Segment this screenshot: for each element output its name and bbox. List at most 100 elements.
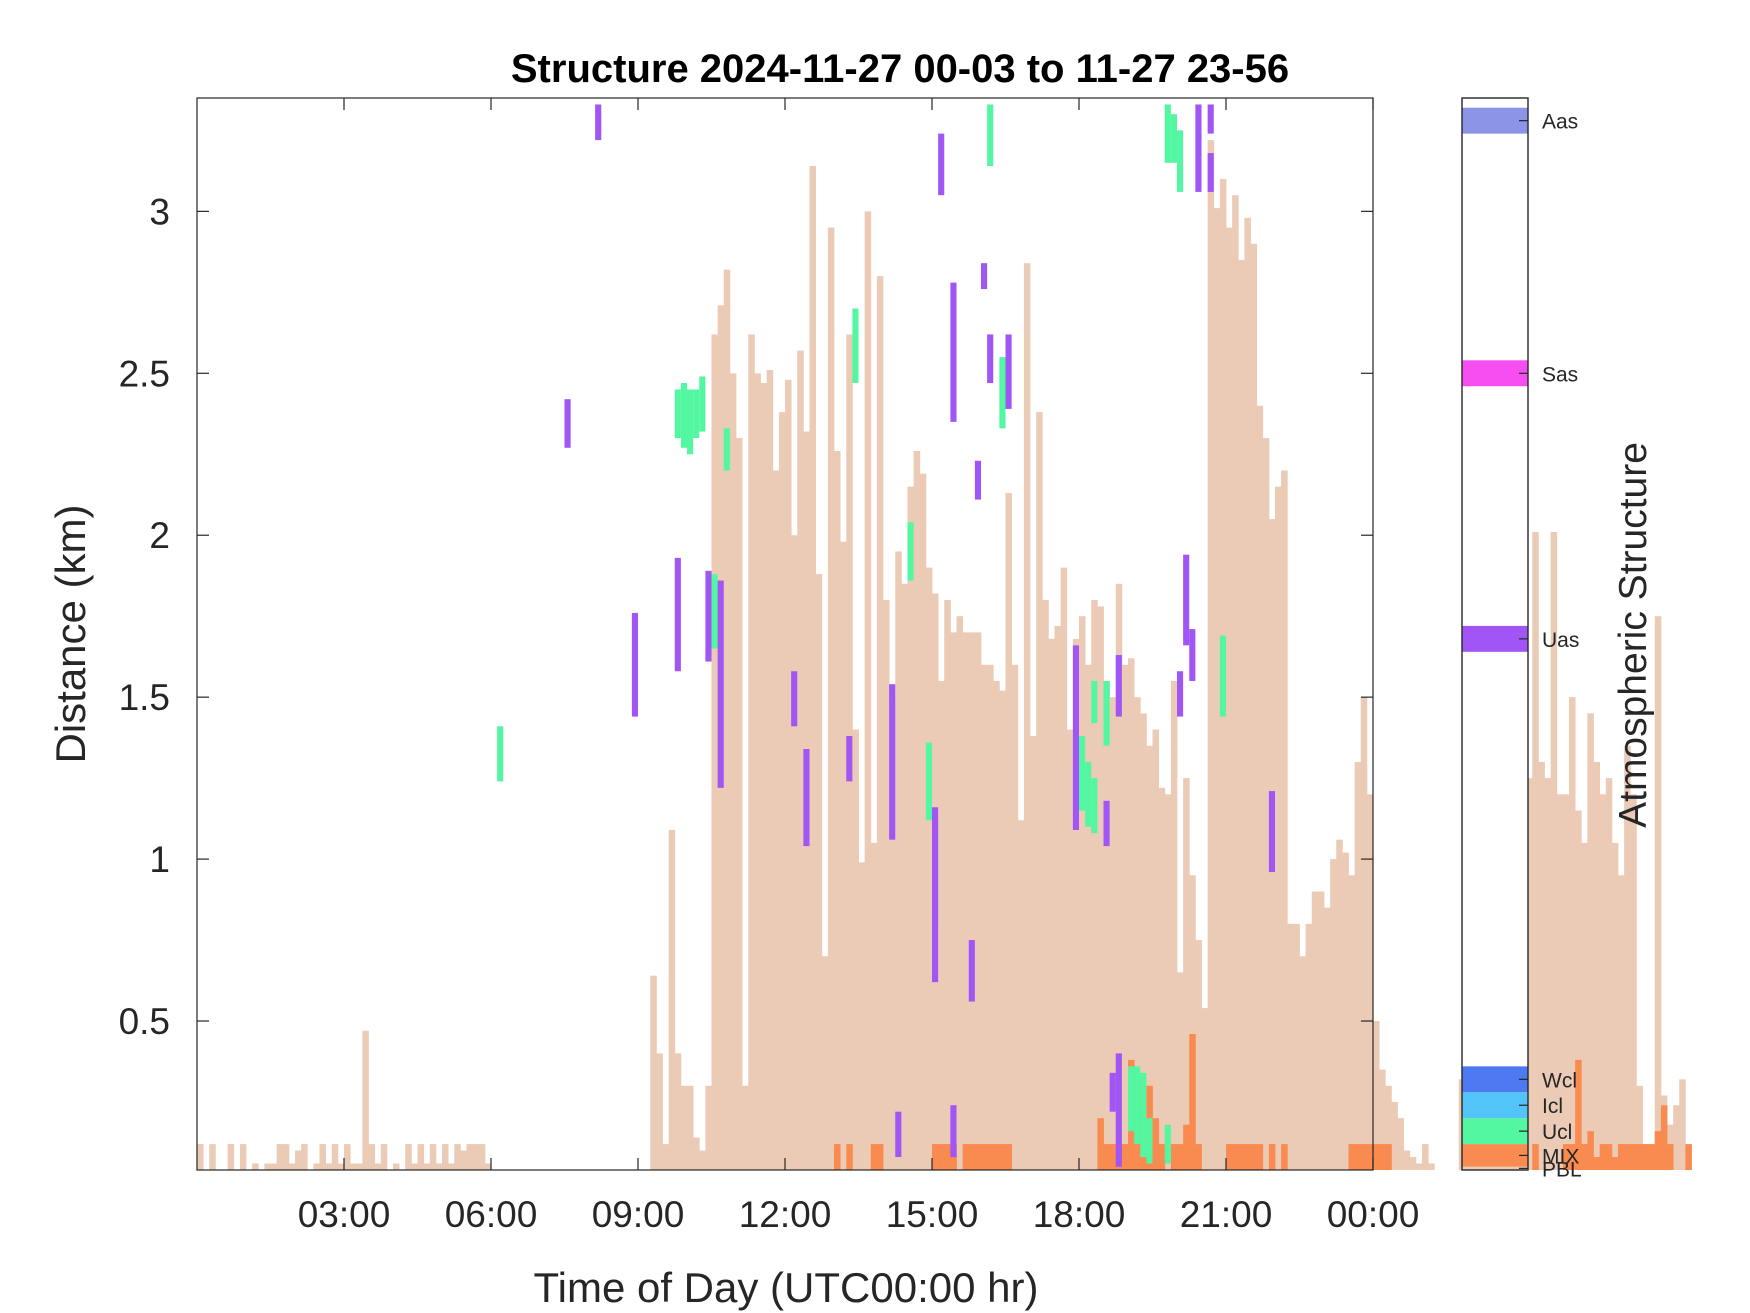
pbl-bar <box>772 470 780 1170</box>
pbl-bar <box>778 412 786 1170</box>
pbl-bar <box>1244 217 1251 1170</box>
pbl-bar <box>736 438 743 1170</box>
pbl-bar <box>1036 412 1043 1170</box>
pbl-bar <box>350 1163 357 1170</box>
uas-segment <box>889 684 896 840</box>
uas-segment <box>987 334 994 383</box>
pbl-bar <box>1618 875 1625 1170</box>
pbl-bar <box>760 383 768 1170</box>
pbl-bar <box>1109 697 1117 1170</box>
ucl-segment <box>693 389 700 439</box>
x-tick-label: 21:00 <box>1180 1194 1273 1235</box>
pbl-bar <box>356 1163 363 1170</box>
pbl-bar <box>1183 778 1190 1170</box>
uas-segment <box>1195 104 1202 192</box>
pbl-bar <box>944 599 951 1170</box>
pbl-bar <box>1299 956 1307 1170</box>
pbl-bar <box>1403 1150 1411 1170</box>
pbl-bar <box>1048 638 1055 1170</box>
pbl-bar <box>1379 1069 1386 1170</box>
pbl-bar <box>674 1053 682 1170</box>
mix-bar <box>1654 1131 1662 1170</box>
mix-bar <box>968 1144 976 1170</box>
pbl-bar <box>711 334 719 1170</box>
ucl-segment <box>1079 736 1086 811</box>
pbl-bar <box>411 1163 418 1170</box>
mix-bar <box>1667 1144 1674 1170</box>
colorbar-tick-label: Icl <box>1542 1095 1563 1118</box>
pbl-bar <box>423 1163 431 1170</box>
pbl-bar <box>313 1163 320 1170</box>
uas-segment <box>803 748 810 847</box>
uas-segment <box>846 736 853 782</box>
ucl-segment <box>699 376 706 432</box>
uas-segment <box>717 580 724 788</box>
pbl-bar <box>705 1085 712 1170</box>
ucl-segment <box>711 574 718 649</box>
pbl-bar <box>1042 599 1049 1170</box>
colorbar-tick-label: Wcl <box>1542 1069 1577 1092</box>
pbl-bar <box>876 276 884 1170</box>
pbl-bar <box>1097 606 1104 1170</box>
mix-bar <box>1005 1144 1013 1170</box>
x-tick-label: 03:00 <box>298 1194 391 1235</box>
mix-bar <box>1281 1144 1288 1170</box>
pbl-bar <box>1103 680 1111 1170</box>
pbl-bar <box>1428 1163 1435 1170</box>
mix-bar <box>1097 1118 1104 1170</box>
x-tick-label: 15:00 <box>886 1194 979 1235</box>
pbl-bar <box>331 1144 339 1170</box>
uas-segment <box>564 399 571 448</box>
uas-segment <box>595 104 602 141</box>
pbl-bar <box>344 1144 351 1170</box>
uas-segment <box>1005 334 1012 409</box>
mix-bar <box>1360 1144 1368 1170</box>
pbl-bar <box>1011 664 1019 1170</box>
pbl-bar <box>1189 875 1196 1170</box>
ucl-segment <box>1177 130 1184 192</box>
pbl-bar <box>276 1144 284 1170</box>
y-tick-label: 1 <box>149 839 170 880</box>
pbl-bar <box>429 1144 437 1170</box>
pbl-bar <box>1581 842 1588 1170</box>
pbl-bar <box>337 1163 345 1170</box>
pbl-bar <box>1262 438 1270 1170</box>
pbl-bar <box>809 166 817 1170</box>
pbl-bar <box>650 975 657 1170</box>
colorbar-tick-label: Aas <box>1542 111 1578 134</box>
pbl-bar <box>1562 794 1570 1170</box>
mix-bar <box>1648 1144 1656 1170</box>
pbl-bar <box>981 664 988 1170</box>
pbl-bar <box>742 1085 749 1170</box>
mix-bar <box>1158 1144 1166 1170</box>
mix-bar <box>1256 1144 1264 1170</box>
mix-bar <box>846 1144 853 1170</box>
pbl-bar <box>870 842 878 1170</box>
mix-bar <box>1232 1144 1239 1170</box>
mix-bar <box>1195 1144 1202 1170</box>
colorbar-swatch-sas <box>1462 360 1528 387</box>
pbl-bar <box>1599 794 1607 1170</box>
pbl-bar <box>827 227 835 1171</box>
mix-bar <box>1170 1144 1178 1170</box>
pbl-bar <box>1115 583 1123 1170</box>
x-axis-label: Time of Day (UTC00:00 hr) <box>534 1264 1039 1311</box>
pbl-bar <box>889 697 896 1170</box>
pbl-bar <box>380 1144 388 1170</box>
uas-segment <box>968 940 975 1002</box>
pbl-bar <box>270 1163 278 1170</box>
pbl-bar <box>1550 531 1558 1170</box>
ucl-segment <box>680 383 688 448</box>
pbl-bar <box>919 473 927 1170</box>
pbl-bar <box>1587 713 1594 1170</box>
pbl-bar <box>766 370 774 1170</box>
pbl-bar <box>448 1163 455 1170</box>
x-tick-label: 09:00 <box>592 1194 685 1235</box>
mix-bar <box>974 1144 982 1170</box>
colorbar-tick-label: Uas <box>1542 629 1579 652</box>
pbl-bar <box>815 574 823 1170</box>
mix-bar <box>1238 1144 1245 1170</box>
ucl-segment <box>907 522 914 581</box>
pbl-bar <box>478 1144 486 1170</box>
